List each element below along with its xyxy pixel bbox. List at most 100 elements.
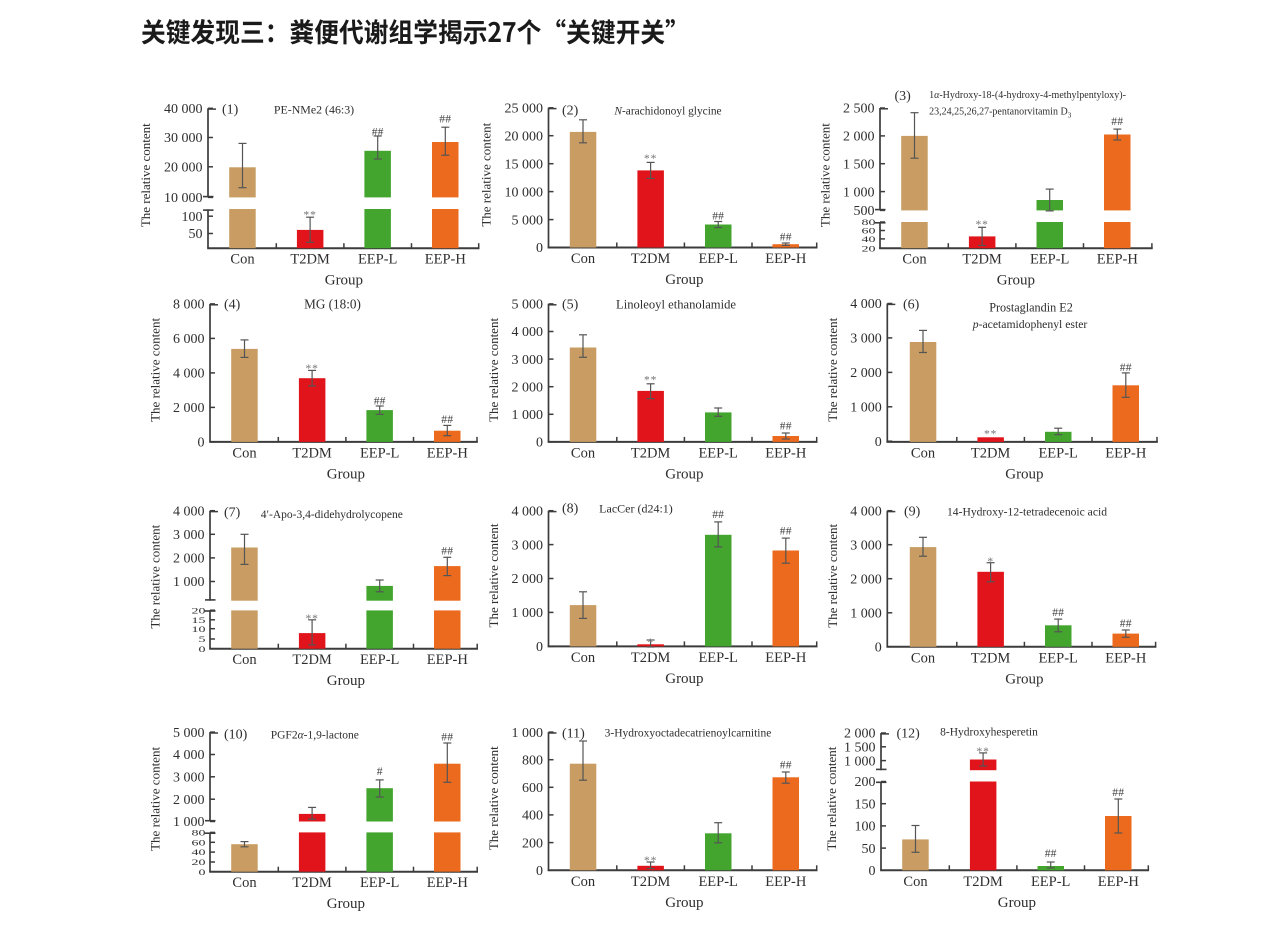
- svg-text:PE-NMe2 (46:3): PE-NMe2 (46:3): [274, 103, 354, 117]
- svg-text:4 000: 4 000: [173, 748, 205, 763]
- svg-text:EEP-L: EEP-L: [360, 652, 399, 668]
- svg-text:**: **: [644, 855, 657, 867]
- svg-text:25 000: 25 000: [505, 102, 544, 117]
- svg-text:The relative content: The relative content: [138, 123, 153, 227]
- svg-text:Linoleoyl ethanolamide: Linoleoyl ethanolamide: [616, 298, 736, 312]
- svg-text:0: 0: [199, 645, 206, 654]
- svg-text:**: **: [976, 219, 989, 231]
- svg-text:(8): (8): [562, 502, 579, 517]
- svg-text:EEP-H: EEP-H: [427, 652, 469, 668]
- svg-text:##: ##: [780, 420, 792, 433]
- svg-text:3 000: 3 000: [173, 771, 205, 786]
- svg-text:4 000: 4 000: [512, 504, 544, 519]
- svg-text:Con: Con: [232, 652, 257, 668]
- svg-text:200: 200: [855, 775, 876, 790]
- svg-text:2 000: 2 000: [850, 572, 882, 587]
- svg-text:T2DM: T2DM: [631, 445, 671, 461]
- svg-text:EEP-H: EEP-H: [765, 874, 807, 890]
- svg-text:(4): (4): [224, 298, 241, 313]
- svg-text:Prostaglandin E2: Prostaglandin E2: [989, 301, 1073, 315]
- svg-text:*: *: [647, 637, 654, 649]
- svg-text:##: ##: [441, 413, 453, 426]
- svg-text:500: 500: [854, 204, 875, 219]
- svg-text:14-Hydroxy-12-tetradecenoic ac: 14-Hydroxy-12-tetradecenoic acid: [947, 506, 1107, 519]
- svg-text:Group: Group: [665, 895, 703, 911]
- svg-text:0: 0: [536, 640, 543, 655]
- svg-text:**: **: [644, 374, 657, 386]
- svg-text:(3): (3): [895, 89, 912, 104]
- svg-text:##: ##: [780, 231, 792, 244]
- svg-text:##: ##: [439, 113, 451, 126]
- svg-text:##: ##: [780, 759, 792, 772]
- svg-text:100: 100: [855, 820, 876, 835]
- svg-text:T2DM: T2DM: [292, 445, 332, 461]
- svg-text:Group: Group: [327, 896, 365, 912]
- svg-text:EEP-L: EEP-L: [1030, 252, 1069, 268]
- svg-text:0: 0: [198, 436, 205, 451]
- svg-text:60: 60: [862, 227, 876, 236]
- svg-text:3 000: 3 000: [512, 538, 544, 553]
- svg-text:T2DM: T2DM: [631, 251, 671, 267]
- svg-text:3 000: 3 000: [850, 538, 882, 553]
- svg-text:The relative content: The relative content: [818, 123, 833, 227]
- svg-text:Group: Group: [997, 273, 1035, 289]
- svg-text:##: ##: [1111, 115, 1123, 128]
- svg-text:MG (18:0): MG (18:0): [304, 297, 361, 312]
- svg-text:LacCer (d24:1): LacCer (d24:1): [599, 502, 673, 516]
- svg-text:Group: Group: [1005, 466, 1043, 482]
- svg-text:(6): (6): [903, 298, 920, 313]
- svg-text:The relative content: The relative content: [824, 746, 839, 850]
- svg-text:4 000: 4 000: [173, 504, 205, 519]
- svg-text:The relative content: The relative content: [479, 122, 494, 226]
- svg-text:15: 15: [192, 616, 206, 625]
- svg-text:10 000: 10 000: [505, 185, 544, 200]
- svg-text:2 000: 2 000: [173, 793, 205, 808]
- svg-text:The relative content: The relative content: [486, 523, 501, 627]
- svg-text:150: 150: [855, 797, 876, 812]
- svg-text:30 000: 30 000: [164, 131, 203, 146]
- svg-text:5 000: 5 000: [512, 213, 544, 228]
- svg-text:20 000: 20 000: [505, 129, 544, 144]
- svg-text:T2DM: T2DM: [971, 445, 1011, 461]
- svg-text:Con: Con: [571, 445, 596, 461]
- svg-text:1 000: 1 000: [844, 754, 876, 769]
- svg-text:EEP-L: EEP-L: [698, 650, 737, 666]
- svg-text:T2DM: T2DM: [290, 252, 330, 268]
- svg-text:(7): (7): [224, 506, 241, 521]
- svg-text:0: 0: [875, 641, 882, 656]
- svg-text:Con: Con: [571, 251, 596, 267]
- svg-text:Group: Group: [327, 466, 365, 482]
- svg-text:5 000: 5 000: [173, 726, 205, 741]
- svg-text:##: ##: [1045, 847, 1057, 860]
- svg-text:The relative content: The relative content: [486, 746, 501, 850]
- svg-text:4 000: 4 000: [850, 297, 882, 312]
- svg-text:(12): (12): [897, 727, 921, 742]
- svg-text:EEP-L: EEP-L: [1031, 874, 1070, 890]
- svg-text:T2DM: T2DM: [292, 652, 332, 668]
- svg-text:1 000: 1 000: [512, 606, 544, 621]
- svg-text:80: 80: [192, 829, 206, 838]
- svg-text:**: **: [306, 613, 319, 625]
- svg-text:Group: Group: [665, 671, 703, 687]
- svg-text:p-acetamidophenyl ester: p-acetamidophenyl ester: [972, 318, 1088, 331]
- svg-text:1α-Hydroxy-18-(4-hydroxy-4-met: 1α-Hydroxy-18-(4-hydroxy-4-methylpentylo…: [929, 90, 1126, 101]
- svg-text:Group: Group: [665, 272, 703, 288]
- svg-text:EEP-H: EEP-H: [765, 251, 807, 267]
- svg-text:5 000: 5 000: [512, 298, 544, 313]
- svg-text:1 000: 1 000: [512, 408, 544, 423]
- svg-text:**: **: [984, 428, 997, 440]
- svg-text:##: ##: [1112, 786, 1124, 799]
- svg-text:20: 20: [862, 245, 876, 254]
- svg-text:200: 200: [522, 836, 543, 851]
- svg-text:The relative content: The relative content: [148, 747, 163, 851]
- svg-text:20: 20: [192, 859, 206, 868]
- svg-text:2 500: 2 500: [843, 102, 875, 117]
- svg-text:EEP-L: EEP-L: [1038, 650, 1077, 666]
- svg-text:(11): (11): [562, 727, 585, 742]
- svg-text:Con: Con: [232, 875, 257, 891]
- svg-text:8-Hydroxyhesperetin: 8-Hydroxyhesperetin: [940, 727, 1038, 739]
- svg-text:1 000: 1 000: [850, 607, 882, 622]
- svg-text:(5): (5): [562, 298, 579, 313]
- svg-text:T2DM: T2DM: [962, 252, 1002, 268]
- svg-text:40: 40: [192, 849, 206, 858]
